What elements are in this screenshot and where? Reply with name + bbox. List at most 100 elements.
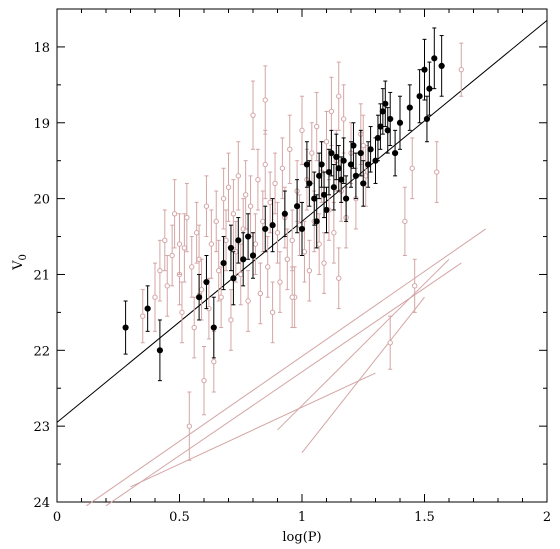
filled-data-point bbox=[328, 129, 335, 177]
point-marker bbox=[313, 218, 320, 225]
filled-data-point bbox=[156, 319, 163, 382]
filled-data-point bbox=[335, 145, 342, 192]
y-tick-label: 18 bbox=[33, 41, 50, 56]
filled-data-point bbox=[374, 114, 382, 162]
point-marker bbox=[387, 340, 393, 346]
point-marker bbox=[458, 66, 464, 73]
filled-data-point bbox=[323, 186, 330, 234]
point-marker bbox=[396, 119, 404, 126]
filled-data-point bbox=[325, 148, 333, 196]
open-data-point bbox=[169, 224, 175, 287]
point-marker bbox=[309, 150, 315, 156]
open-data-point bbox=[201, 346, 207, 416]
x-tick-label: 1.5 bbox=[414, 510, 435, 525]
aux-lines bbox=[86, 228, 487, 507]
point-marker bbox=[260, 218, 266, 225]
y-axis-title: V0 bbox=[11, 254, 29, 271]
point-marker bbox=[262, 225, 269, 233]
point-marker bbox=[235, 173, 242, 179]
point-marker bbox=[426, 85, 433, 92]
point-marker bbox=[211, 358, 217, 365]
point-marker bbox=[140, 313, 146, 319]
point-marker bbox=[382, 100, 389, 107]
point-marker bbox=[330, 184, 337, 191]
open-data-point bbox=[301, 220, 308, 283]
point-marker bbox=[230, 275, 237, 282]
filled-data-point bbox=[392, 129, 399, 177]
point-marker bbox=[434, 169, 440, 175]
open-data-point bbox=[176, 213, 183, 275]
point-marker bbox=[228, 317, 234, 323]
open-data-point bbox=[171, 179, 178, 249]
filled-data-point bbox=[350, 122, 357, 169]
point-marker bbox=[265, 264, 271, 270]
open-data-point bbox=[265, 236, 271, 298]
point-marker bbox=[318, 161, 325, 168]
open-data-point bbox=[409, 137, 415, 200]
point-marker bbox=[314, 123, 320, 130]
filled-data-point bbox=[245, 213, 252, 260]
point-marker bbox=[162, 237, 168, 244]
open-points bbox=[140, 42, 464, 461]
open-data-point bbox=[306, 239, 313, 302]
point-marker bbox=[306, 267, 313, 274]
aux-line bbox=[105, 262, 462, 507]
open-data-point bbox=[191, 296, 197, 359]
filled-data-point bbox=[220, 236, 227, 291]
point-marker bbox=[201, 377, 207, 384]
point-marker bbox=[213, 218, 219, 225]
open-data-point bbox=[140, 289, 146, 344]
point-marker bbox=[335, 165, 342, 172]
open-data-point bbox=[218, 266, 224, 329]
filled-data-point bbox=[360, 160, 367, 207]
point-marker bbox=[203, 278, 210, 286]
point-marker bbox=[220, 259, 227, 267]
point-marker bbox=[156, 347, 163, 354]
point-marker bbox=[181, 245, 188, 251]
point-marker bbox=[169, 252, 175, 259]
point-marker bbox=[220, 195, 227, 202]
open-data-point bbox=[412, 258, 418, 313]
point-marker bbox=[284, 256, 290, 262]
filled-data-point bbox=[298, 201, 306, 256]
point-marker bbox=[191, 324, 197, 331]
filled-data-point bbox=[262, 205, 269, 253]
y-axis-title-subscript: 0 bbox=[18, 254, 29, 260]
point-marker bbox=[336, 93, 342, 99]
open-data-point bbox=[272, 152, 278, 215]
x-tick-label: 2 bbox=[543, 510, 551, 525]
point-marker bbox=[279, 165, 286, 171]
point-marker bbox=[323, 206, 330, 214]
point-marker bbox=[301, 249, 308, 255]
point-marker bbox=[257, 290, 264, 297]
point-marker bbox=[269, 309, 276, 316]
point-marker bbox=[184, 214, 190, 221]
open-data-point bbox=[235, 141, 242, 211]
point-marker bbox=[122, 324, 129, 331]
open-data-point bbox=[299, 95, 305, 165]
open-data-point bbox=[208, 209, 215, 279]
point-marker bbox=[316, 172, 323, 179]
filled-data-point bbox=[210, 296, 217, 359]
point-marker bbox=[367, 146, 374, 153]
open-data-point bbox=[181, 213, 188, 283]
filled-data-point bbox=[343, 175, 350, 222]
open-data-point bbox=[321, 232, 327, 294]
aux-line bbox=[86, 228, 487, 507]
open-data-point bbox=[242, 160, 249, 230]
aux-line bbox=[277, 258, 450, 431]
point-marker bbox=[392, 150, 399, 157]
filled-data-point bbox=[340, 137, 347, 184]
point-marker bbox=[245, 233, 252, 240]
aux-line bbox=[130, 372, 376, 488]
y-tick-label: 21 bbox=[33, 268, 50, 283]
point-marker bbox=[225, 184, 232, 190]
point-marker bbox=[238, 271, 244, 278]
open-data-point bbox=[225, 152, 232, 222]
filled-data-point bbox=[406, 84, 413, 131]
filled-data-point bbox=[333, 133, 340, 181]
point-marker bbox=[350, 142, 357, 149]
point-marker bbox=[360, 180, 367, 187]
filled-data-point bbox=[294, 179, 301, 234]
point-marker bbox=[352, 172, 359, 179]
